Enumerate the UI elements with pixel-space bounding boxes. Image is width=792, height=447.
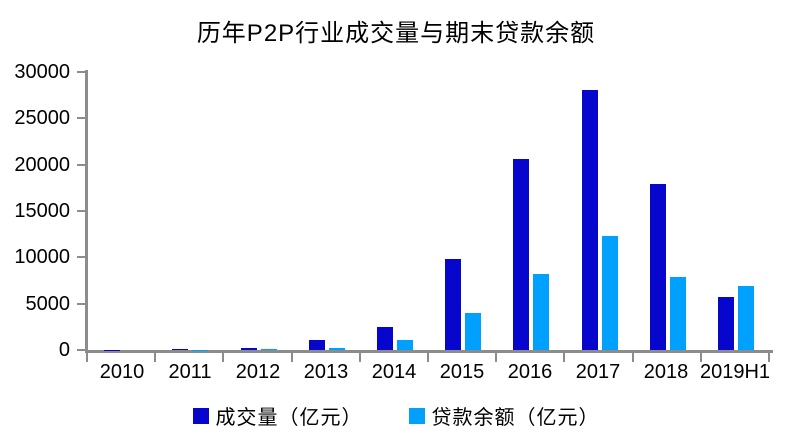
bar-series-0-2016 (513, 158, 530, 350)
bar-group-2011 (156, 72, 224, 350)
x-tick-mark (290, 353, 293, 362)
x-tick-mark (495, 353, 498, 362)
x-tick-mark (358, 353, 361, 362)
bar-series-0-2019H1 (717, 296, 734, 350)
bar-series-0-2014 (376, 326, 393, 350)
x-category-label: 2016 (507, 361, 553, 383)
bar-series-1-2019H1 (737, 285, 754, 350)
x-category-label: 2014 (371, 361, 417, 383)
y-tick-mark (77, 302, 85, 305)
y-tick-mark (77, 210, 85, 212)
bar-group-2014 (361, 72, 429, 350)
y-tick-mark (77, 349, 85, 351)
x-tick-mark (86, 353, 88, 362)
x-tick-mark (427, 353, 429, 362)
plot-area (88, 72, 770, 350)
bar-series-1-2015 (465, 312, 482, 350)
bar-series-0-2011 (172, 349, 189, 350)
bar-series-0-2012 (240, 348, 257, 350)
x-category-label: 2013 (303, 361, 349, 383)
bar-group-2013 (293, 72, 361, 350)
bar-group-2010 (88, 72, 156, 350)
x-axis-line (85, 350, 773, 353)
bar-series-1-2013 (328, 347, 345, 350)
bar-series-0-2017 (581, 90, 598, 350)
y-axis-line (85, 70, 88, 353)
y-tick-label: 0 (58, 339, 70, 361)
x-tick-mark (699, 353, 702, 362)
y-tick-mark (77, 163, 85, 166)
x-tick-mark (563, 353, 566, 362)
bar-series-1-2017 (601, 236, 618, 350)
x-axis-labels: 2010 2011 2012 2013 2014 2015 2016 2017 2018 2019… (88, 361, 770, 384)
x-tick-mark (631, 353, 634, 362)
x-category-label: 2019H1 (700, 361, 771, 383)
x-category-label: 2017 (575, 361, 621, 383)
bar-series-0-2015 (445, 259, 462, 350)
legend: 成交量（亿元） 贷款余额（亿元） (0, 401, 792, 430)
bar-group-2015 (429, 72, 497, 350)
x-category-label: 2015 (439, 361, 485, 383)
bar-group-2018 (634, 72, 702, 350)
legend-swatch-balance (408, 407, 425, 424)
chart-title: 历年P2P行业成交量与期末贷款余额 (196, 20, 596, 47)
y-tick-label: 20000 (14, 153, 70, 176)
x-tick-mark (222, 353, 225, 362)
bar-group-2016 (497, 72, 565, 350)
legend-swatch-volume (192, 407, 209, 424)
bar-series-0-2013 (308, 340, 325, 350)
legend-label-volume: 成交量（亿元） (215, 407, 363, 429)
y-tick-label: 5000 (25, 292, 71, 315)
y-tick-label: 30000 (14, 61, 70, 83)
y-tick-mark (77, 256, 85, 259)
legend-label-balance: 贷款余额（亿元） (431, 407, 600, 429)
legend-item-balance: 贷款余额（亿元） (408, 401, 600, 430)
y-tick-mark (77, 117, 85, 120)
bar-series-1-2012 (260, 349, 277, 350)
y-tick-label: 25000 (14, 107, 70, 130)
x-tick-mark (768, 353, 770, 362)
x-category-label: 2018 (643, 361, 689, 383)
bar-series-1-2018 (669, 276, 686, 350)
x-category-label: 2012 (235, 361, 281, 383)
bar-series-1-2016 (533, 274, 550, 350)
y-tick-mark (77, 71, 85, 73)
y-tick-label: 10000 (14, 246, 70, 269)
x-category-label: 2011 (168, 361, 212, 383)
bar-series-0-2018 (649, 183, 666, 350)
bar-group-2019H1 (702, 72, 770, 350)
bar-series-1-2014 (396, 340, 413, 350)
x-tick-mark (154, 353, 157, 362)
y-tick-label: 15000 (14, 200, 70, 222)
legend-item-volume: 成交量（亿元） (192, 401, 363, 430)
x-category-label: 2010 (99, 361, 145, 383)
bar-group-2017 (565, 72, 633, 350)
bar-group-2012 (224, 72, 292, 350)
